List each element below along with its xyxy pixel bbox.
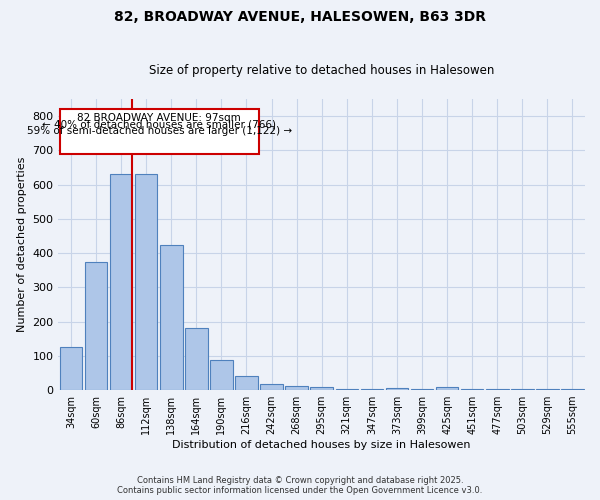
Text: Contains HM Land Registry data © Crown copyright and database right 2025.
Contai: Contains HM Land Registry data © Crown c… <box>118 476 482 495</box>
Text: 59% of semi-detached houses are larger (1,122) →: 59% of semi-detached houses are larger (… <box>27 126 292 136</box>
Bar <box>85 262 107 390</box>
Bar <box>436 388 458 390</box>
Bar <box>210 360 233 390</box>
Bar <box>260 384 283 390</box>
Bar <box>235 376 258 390</box>
Bar <box>386 388 408 390</box>
Bar <box>185 328 208 390</box>
Title: Size of property relative to detached houses in Halesowen: Size of property relative to detached ho… <box>149 64 494 77</box>
Bar <box>110 174 133 390</box>
Text: 82, BROADWAY AVENUE, HALESOWEN, B63 3DR: 82, BROADWAY AVENUE, HALESOWEN, B63 3DR <box>114 10 486 24</box>
Bar <box>160 244 182 390</box>
X-axis label: Distribution of detached houses by size in Halesowen: Distribution of detached houses by size … <box>172 440 471 450</box>
Bar <box>310 388 333 390</box>
Text: ← 40% of detached houses are smaller (766): ← 40% of detached houses are smaller (76… <box>43 120 277 130</box>
Bar <box>59 348 82 390</box>
FancyBboxPatch shape <box>59 110 259 154</box>
Bar <box>286 386 308 390</box>
Text: 82 BROADWAY AVENUE: 97sqm: 82 BROADWAY AVENUE: 97sqm <box>77 112 241 122</box>
Bar <box>135 174 157 390</box>
Y-axis label: Number of detached properties: Number of detached properties <box>17 157 27 332</box>
